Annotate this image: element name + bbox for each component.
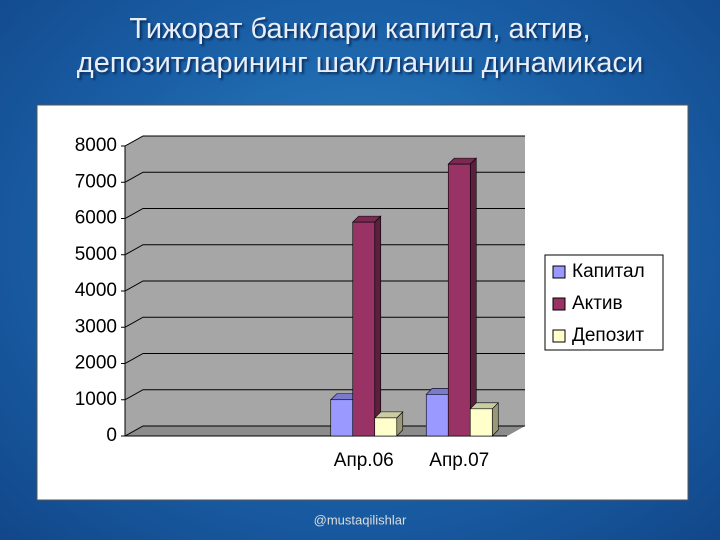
legend-swatch <box>552 265 566 279</box>
y-tick-label: 0 <box>106 425 117 446</box>
grid-line <box>124 135 525 147</box>
bar <box>447 157 477 437</box>
footer: @mustaqilishlar <box>314 512 407 527</box>
y-tick-label: 4000 <box>75 280 117 301</box>
grid-line <box>124 208 525 219</box>
slide-title: Тижорат банклари капитал, актив, депозит… <box>76 13 644 79</box>
grid-line <box>124 244 525 256</box>
grid-line <box>124 316 525 328</box>
bar-front <box>469 408 493 437</box>
legend-swatch <box>552 297 566 311</box>
bar-front <box>374 417 398 437</box>
bar-front <box>352 221 376 437</box>
grid-line <box>124 171 525 183</box>
grid-line <box>124 389 525 401</box>
bar-side <box>469 157 477 437</box>
legend-swatch <box>552 329 566 343</box>
legend-label: Депозит <box>572 325 644 346</box>
plot-wall <box>125 136 525 436</box>
y-tick-label: 2000 <box>75 353 117 374</box>
bar <box>374 411 404 437</box>
x-tick-label: Апр.07 <box>429 450 489 471</box>
y-tick-label: 3000 <box>75 316 117 337</box>
legend-label: Актив <box>572 293 623 314</box>
bar <box>352 215 382 437</box>
bar-side <box>374 215 382 437</box>
bar <box>469 402 499 437</box>
x-tick-label: Апр.06 <box>334 450 394 471</box>
y-tick-label: 6000 <box>75 208 117 229</box>
legend-label: Капитал <box>572 261 645 282</box>
bar-front <box>425 394 449 437</box>
y-tick-label: 5000 <box>75 244 117 265</box>
bar-front <box>330 399 354 437</box>
grid-line <box>124 280 525 292</box>
y-tick-label: 8000 <box>75 135 117 156</box>
plot-floor <box>125 426 525 436</box>
bar-front <box>447 163 471 437</box>
y-tick-label: 7000 <box>75 171 117 192</box>
grid-line <box>124 353 525 364</box>
y-tick-label: 1000 <box>75 389 117 410</box>
